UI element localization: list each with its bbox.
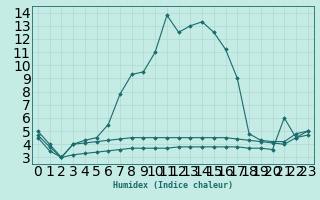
- X-axis label: Humidex (Indice chaleur): Humidex (Indice chaleur): [113, 181, 233, 190]
